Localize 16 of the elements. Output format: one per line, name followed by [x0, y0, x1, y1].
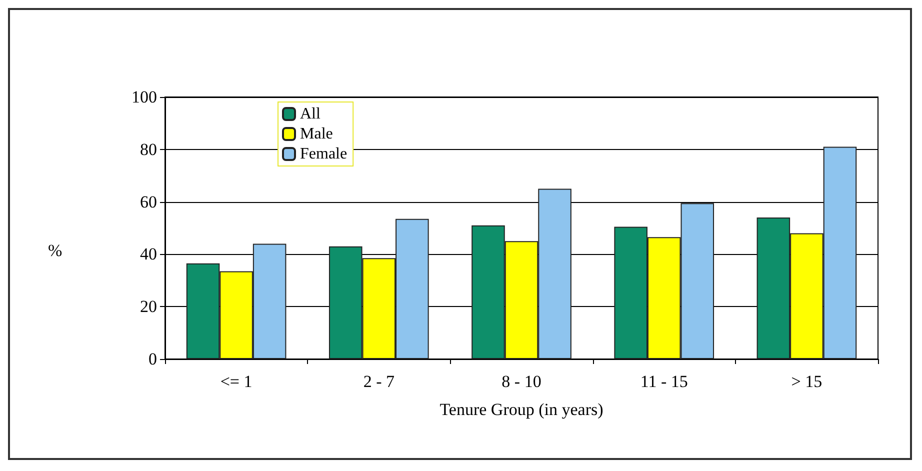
legend-label: All	[300, 106, 321, 122]
x-tick-label: 2 - 7	[363, 372, 395, 391]
x-tick-label: > 15	[791, 372, 822, 391]
y-tick-label: 40	[140, 244, 157, 264]
legend-label: Male	[300, 126, 333, 142]
x-tick-label: 11 - 15	[640, 372, 688, 391]
y-tick-label: 60	[140, 192, 157, 212]
x-tick-label: 8 - 10	[502, 372, 542, 391]
y-tick-label: 0	[148, 350, 157, 368]
legend-label: Female	[300, 146, 348, 162]
y-tick-label: 20	[140, 297, 157, 316]
y-axis-title: %	[48, 241, 62, 260]
y-tick-label: 80	[140, 140, 157, 159]
x-tick-label: <= 1	[220, 372, 252, 391]
y-tick-label: 100	[132, 88, 157, 106]
x-axis-title: Tenure Group (in years)	[440, 400, 604, 419]
